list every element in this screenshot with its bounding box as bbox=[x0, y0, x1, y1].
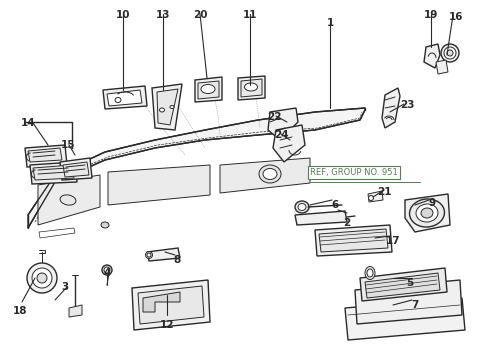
Text: 9: 9 bbox=[429, 198, 435, 208]
Text: 1: 1 bbox=[326, 18, 334, 28]
Text: REF, GROUP NO. 951: REF, GROUP NO. 951 bbox=[310, 168, 398, 177]
Ellipse shape bbox=[147, 253, 151, 257]
Polygon shape bbox=[103, 86, 147, 109]
Polygon shape bbox=[238, 76, 265, 100]
Ellipse shape bbox=[444, 47, 456, 59]
Polygon shape bbox=[273, 125, 305, 162]
Text: 12: 12 bbox=[160, 320, 174, 330]
Text: 2: 2 bbox=[343, 218, 350, 228]
Ellipse shape bbox=[102, 265, 112, 275]
Text: 10: 10 bbox=[116, 10, 130, 20]
Ellipse shape bbox=[441, 44, 459, 62]
Ellipse shape bbox=[101, 222, 109, 228]
Polygon shape bbox=[157, 89, 178, 125]
Polygon shape bbox=[315, 225, 392, 256]
Ellipse shape bbox=[32, 268, 52, 288]
Polygon shape bbox=[28, 148, 62, 162]
Text: 13: 13 bbox=[156, 10, 170, 20]
Text: 15: 15 bbox=[61, 140, 75, 150]
Ellipse shape bbox=[259, 165, 281, 183]
Polygon shape bbox=[368, 191, 383, 202]
Polygon shape bbox=[345, 298, 465, 340]
Polygon shape bbox=[69, 305, 82, 317]
Polygon shape bbox=[436, 60, 448, 74]
Polygon shape bbox=[319, 229, 388, 252]
Text: 4: 4 bbox=[103, 268, 111, 278]
Polygon shape bbox=[60, 158, 92, 180]
Polygon shape bbox=[241, 79, 262, 97]
Polygon shape bbox=[143, 292, 180, 312]
Ellipse shape bbox=[104, 267, 110, 273]
Ellipse shape bbox=[416, 204, 438, 222]
Text: 5: 5 bbox=[407, 278, 414, 288]
Polygon shape bbox=[138, 286, 204, 324]
Ellipse shape bbox=[365, 267, 375, 280]
Polygon shape bbox=[382, 88, 400, 128]
Polygon shape bbox=[132, 280, 210, 330]
Text: 8: 8 bbox=[173, 255, 180, 265]
Ellipse shape bbox=[159, 108, 165, 112]
Polygon shape bbox=[38, 175, 100, 225]
Ellipse shape bbox=[421, 208, 433, 218]
Polygon shape bbox=[30, 162, 77, 184]
Ellipse shape bbox=[369, 195, 373, 200]
Ellipse shape bbox=[170, 105, 174, 109]
Polygon shape bbox=[360, 268, 447, 301]
Text: 21: 21 bbox=[377, 187, 391, 197]
Text: 7: 7 bbox=[411, 300, 419, 310]
Polygon shape bbox=[365, 273, 440, 298]
Polygon shape bbox=[195, 77, 222, 102]
Polygon shape bbox=[63, 162, 89, 177]
Polygon shape bbox=[107, 90, 142, 106]
Ellipse shape bbox=[244, 83, 257, 91]
Ellipse shape bbox=[145, 252, 153, 259]
Text: 22: 22 bbox=[267, 112, 281, 122]
Polygon shape bbox=[28, 108, 365, 228]
Text: 17: 17 bbox=[386, 236, 400, 246]
Text: 20: 20 bbox=[193, 10, 207, 20]
Polygon shape bbox=[25, 145, 67, 167]
Polygon shape bbox=[405, 194, 450, 232]
Ellipse shape bbox=[409, 199, 444, 227]
Polygon shape bbox=[268, 108, 298, 140]
Polygon shape bbox=[39, 228, 75, 238]
Ellipse shape bbox=[447, 50, 453, 56]
Polygon shape bbox=[220, 158, 310, 193]
Polygon shape bbox=[33, 165, 74, 180]
Ellipse shape bbox=[27, 263, 57, 293]
Text: 24: 24 bbox=[274, 130, 288, 140]
Polygon shape bbox=[355, 280, 462, 324]
Polygon shape bbox=[198, 81, 219, 99]
Text: 6: 6 bbox=[331, 200, 338, 210]
Text: 18: 18 bbox=[13, 306, 27, 316]
Ellipse shape bbox=[115, 97, 121, 103]
Text: 23: 23 bbox=[400, 100, 414, 110]
Polygon shape bbox=[108, 165, 210, 205]
Ellipse shape bbox=[60, 195, 76, 205]
Ellipse shape bbox=[263, 169, 277, 179]
Text: 16: 16 bbox=[449, 12, 463, 22]
Text: 19: 19 bbox=[424, 10, 438, 20]
Text: 11: 11 bbox=[243, 10, 257, 20]
Polygon shape bbox=[295, 211, 347, 225]
Polygon shape bbox=[152, 84, 182, 130]
Ellipse shape bbox=[295, 201, 309, 213]
Ellipse shape bbox=[298, 203, 306, 210]
Polygon shape bbox=[147, 248, 180, 261]
Text: 3: 3 bbox=[61, 282, 69, 292]
Text: 14: 14 bbox=[21, 118, 36, 128]
Ellipse shape bbox=[201, 84, 215, 94]
Polygon shape bbox=[424, 44, 440, 68]
Ellipse shape bbox=[37, 273, 47, 283]
Ellipse shape bbox=[367, 269, 373, 277]
